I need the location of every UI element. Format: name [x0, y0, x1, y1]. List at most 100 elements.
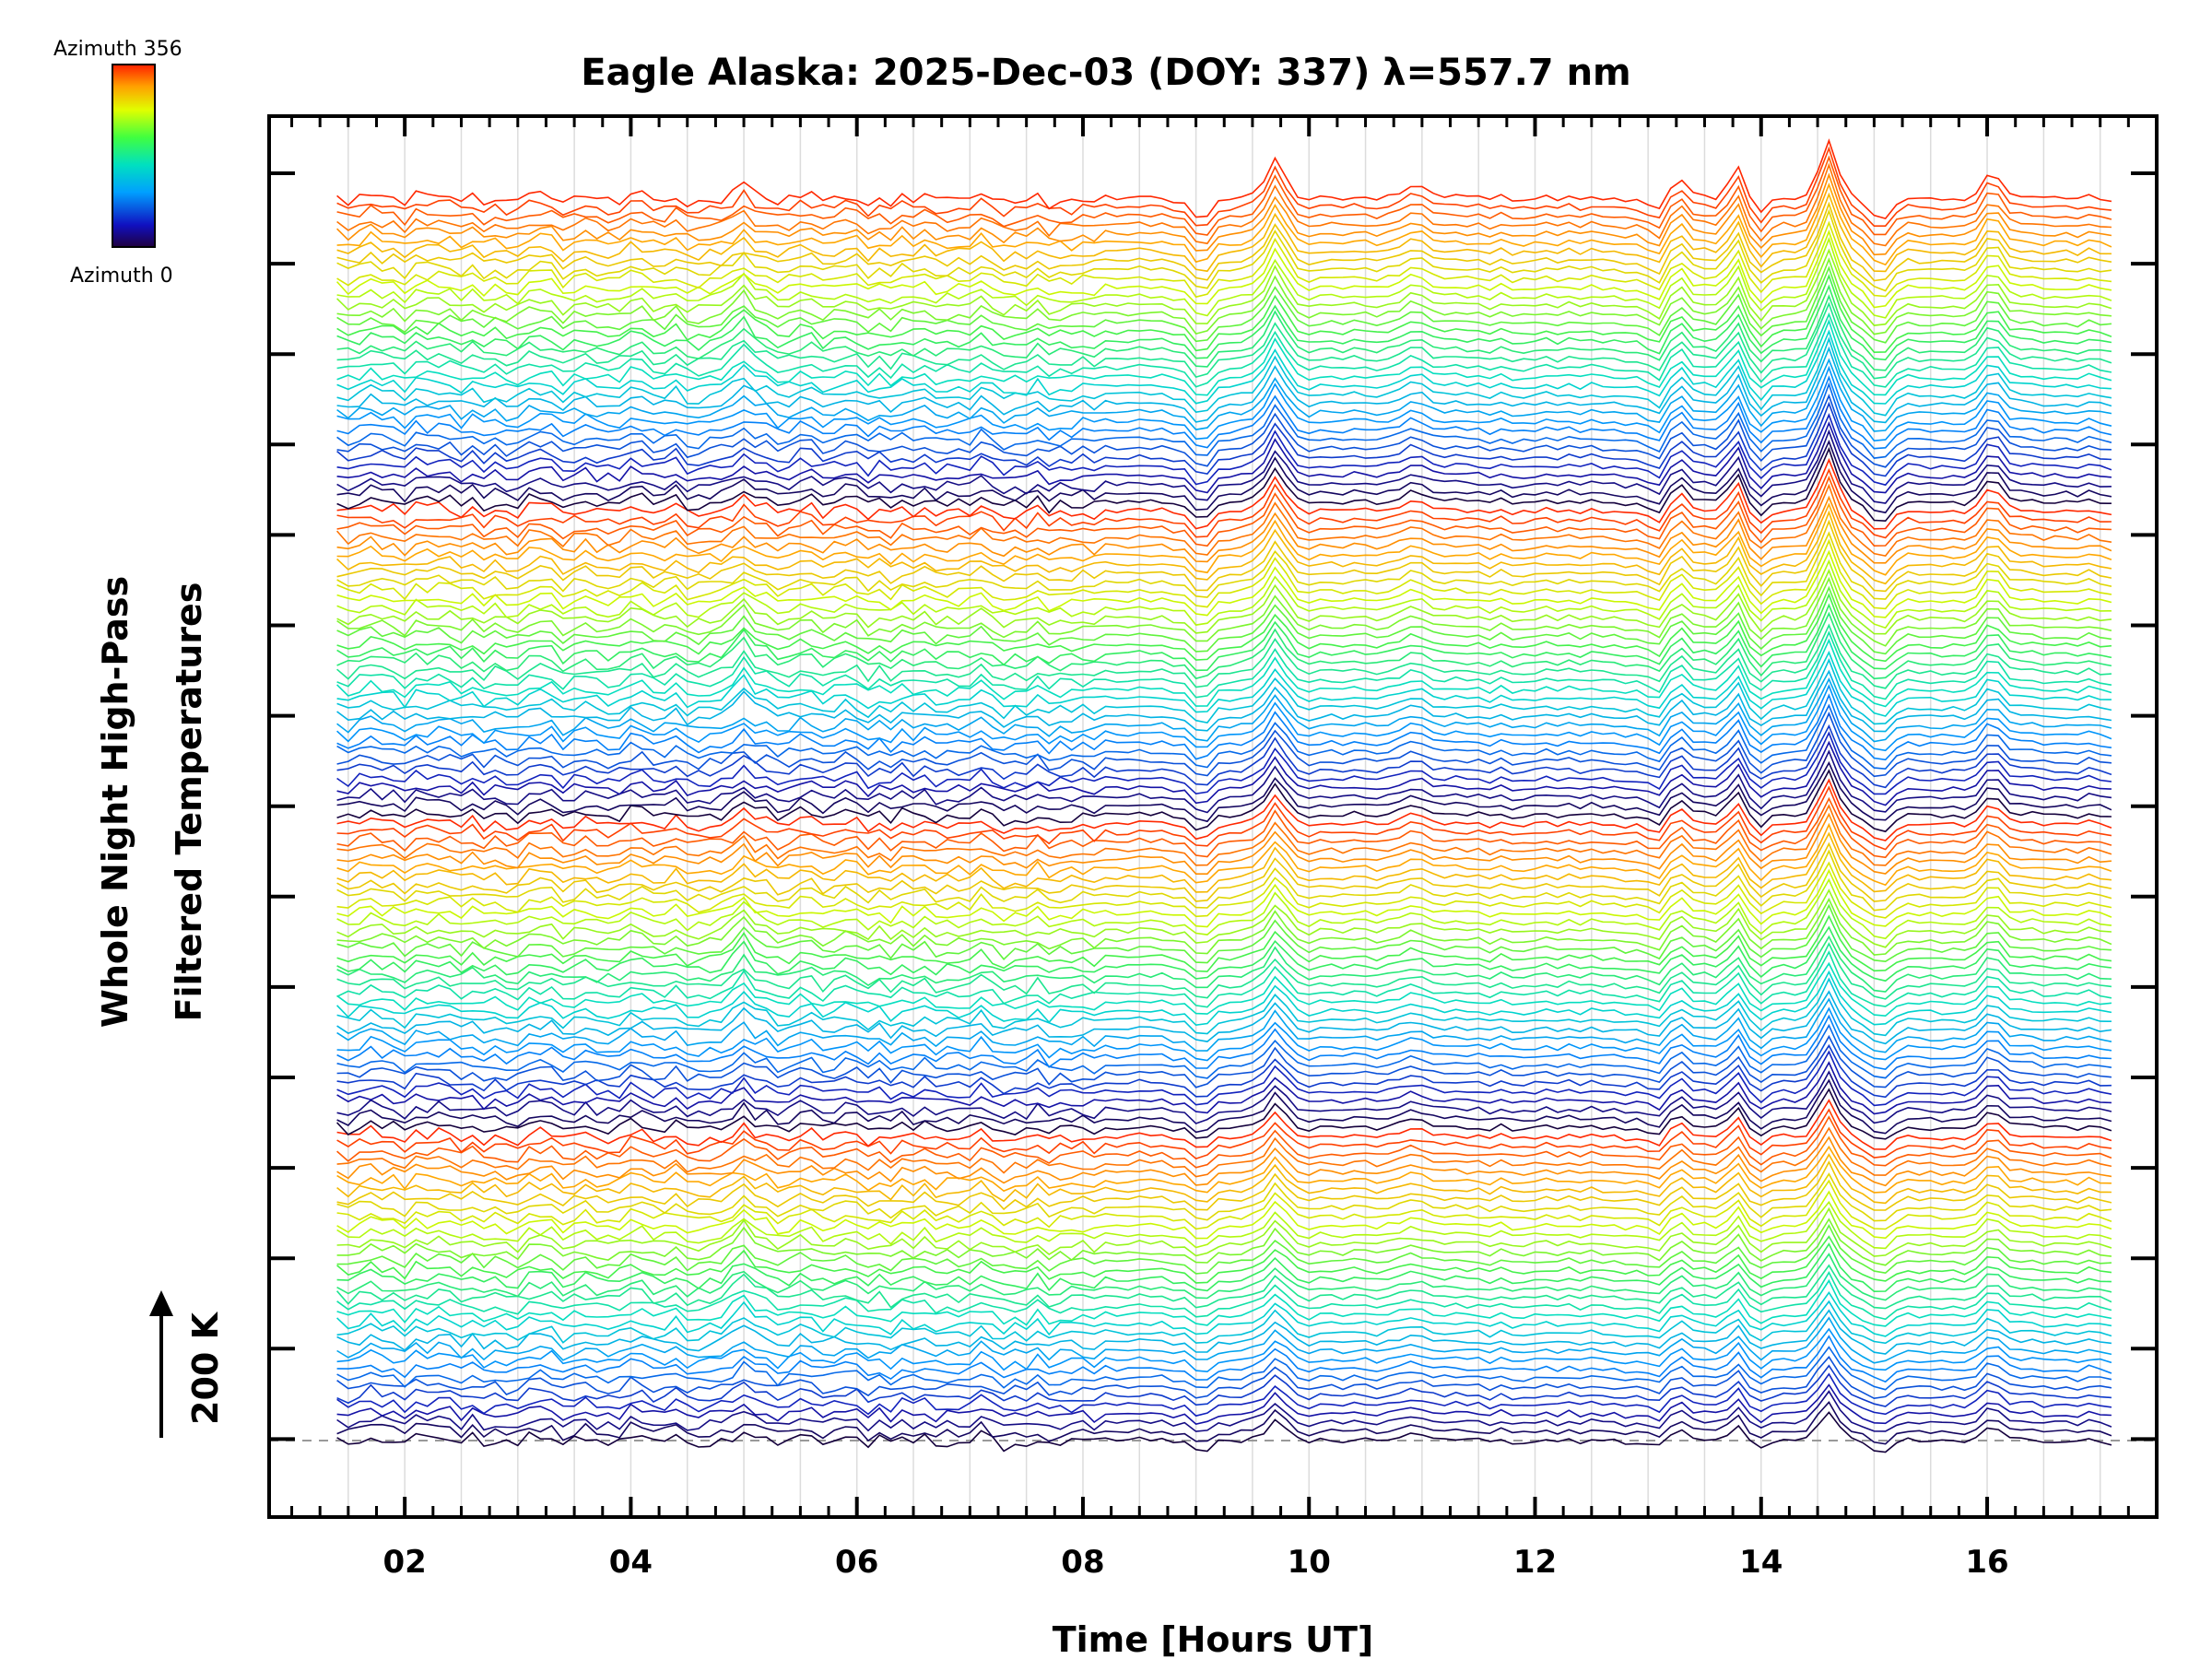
series-line	[336, 1271, 2112, 1321]
y-axis-label-line2: Filtered Temperatures	[169, 582, 209, 1022]
x-tick-label: 06	[835, 1544, 878, 1581]
series-line	[336, 1235, 2112, 1284]
series-line	[336, 712, 2112, 778]
series-line	[336, 950, 2112, 1008]
series-line	[336, 476, 2112, 547]
chart-title: Eagle Alaska: 2025-Dec-03 (DOY: 337) λ=5…	[581, 52, 1630, 94]
series-line	[336, 208, 2112, 292]
series-line	[336, 1309, 2112, 1355]
series-line	[336, 248, 2112, 326]
series-line	[336, 346, 2112, 424]
series-line	[336, 429, 2112, 504]
series-line	[336, 822, 2112, 887]
series-line	[336, 467, 2112, 539]
series-line	[336, 970, 2112, 1027]
series-line	[336, 925, 2112, 982]
series-line	[336, 703, 2112, 771]
series-line	[336, 1160, 2112, 1211]
series-line	[336, 201, 2112, 282]
series-line	[336, 1316, 2112, 1364]
series-line	[336, 785, 2112, 851]
x-tick-label: 12	[1513, 1544, 1557, 1581]
series-line	[336, 903, 2112, 964]
series-line	[336, 401, 2112, 477]
series-line	[336, 796, 2112, 859]
series-line	[336, 724, 2112, 789]
series-line	[336, 1411, 2112, 1453]
series-line	[336, 1014, 2112, 1070]
colorbar-legend: Azimuth 356 Azimuth 0	[53, 38, 182, 288]
x-tick-label: 16	[1965, 1544, 2008, 1581]
series-line	[336, 760, 2112, 823]
series-line	[336, 804, 2112, 866]
series-line	[336, 155, 2112, 236]
series-line	[336, 611, 2112, 680]
series-line	[336, 1383, 2112, 1425]
series-line	[336, 740, 2112, 806]
series-line	[336, 301, 2112, 380]
series-line	[336, 318, 2112, 396]
series-line	[336, 413, 2112, 487]
series-line	[336, 812, 2112, 876]
x-tick-label: 02	[382, 1544, 426, 1581]
series-line	[336, 669, 2112, 733]
series-line	[336, 897, 2112, 956]
series-line	[336, 1034, 2112, 1088]
series-line	[336, 1390, 2112, 1432]
series-line	[336, 1200, 2112, 1250]
series-line	[336, 1327, 2112, 1373]
series-line	[336, 888, 2112, 948]
series-line	[336, 1300, 2112, 1345]
series-line	[336, 677, 2112, 743]
series-line	[336, 1115, 2112, 1169]
series-line	[336, 1061, 2112, 1115]
series-line	[336, 942, 2112, 1000]
series-line	[336, 336, 2112, 417]
series-line	[336, 510, 2112, 585]
tick-layer: 02 04 06 08 10 12 14 16	[269, 116, 2159, 1581]
series-line	[335, 483, 2112, 557]
series-line	[336, 1218, 2112, 1266]
series-line	[336, 778, 2112, 841]
colorbar-top-label: Azimuth 356	[53, 38, 182, 61]
series-line	[336, 257, 2112, 335]
series-line	[336, 531, 2112, 600]
plot-frame	[267, 114, 2159, 1519]
series-line	[336, 394, 2112, 468]
series-line	[336, 749, 2112, 814]
series-line	[336, 1206, 2112, 1257]
series-line	[336, 375, 2112, 450]
scale-indicator: 200 K	[149, 1290, 226, 1438]
series-line	[336, 997, 2112, 1053]
series-line	[336, 693, 2112, 761]
series-line	[336, 1145, 2112, 1194]
series-line	[336, 868, 2112, 928]
x-tick-label: 04	[609, 1544, 653, 1581]
series-line	[336, 1190, 2112, 1240]
series-line	[336, 731, 2112, 795]
series-line	[336, 1372, 2112, 1418]
series-line	[336, 1023, 2112, 1079]
series-line	[336, 237, 2112, 319]
series-layer	[335, 138, 2112, 1453]
series-line	[336, 265, 2112, 344]
series-line	[336, 977, 2112, 1037]
series-line	[336, 440, 2112, 514]
plot-area: 02 04 06 08 10 12 14 16	[267, 114, 2159, 1581]
series-line	[336, 274, 2112, 354]
series-line	[336, 192, 2112, 273]
series-line	[336, 603, 2112, 672]
series-line	[336, 650, 2112, 717]
series-line	[336, 1135, 2112, 1187]
series-line	[336, 935, 2112, 993]
series-line	[336, 585, 2112, 655]
series-line	[336, 593, 2112, 663]
x-tick-label: 08	[1061, 1544, 1104, 1581]
series-line	[336, 457, 2112, 530]
scale-arrow-head	[149, 1290, 173, 1316]
series-line	[336, 849, 2112, 912]
series-line	[336, 220, 2112, 299]
series-line	[336, 769, 2112, 833]
series-line	[336, 1401, 2112, 1445]
series-line	[336, 1223, 2112, 1275]
